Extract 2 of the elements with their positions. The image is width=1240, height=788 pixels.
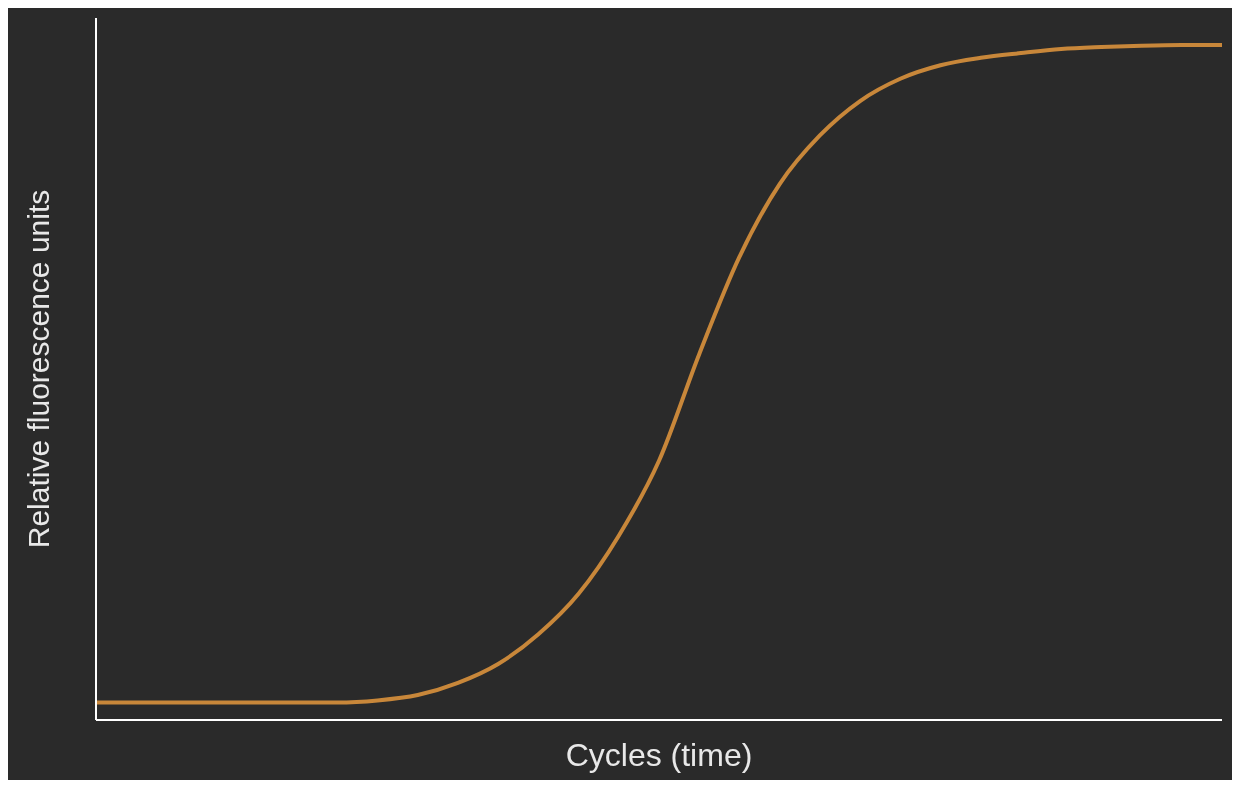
x-axis-title: Cycles (time) (565, 737, 753, 773)
y-axis-title: Relative fluorescence units (21, 189, 55, 549)
